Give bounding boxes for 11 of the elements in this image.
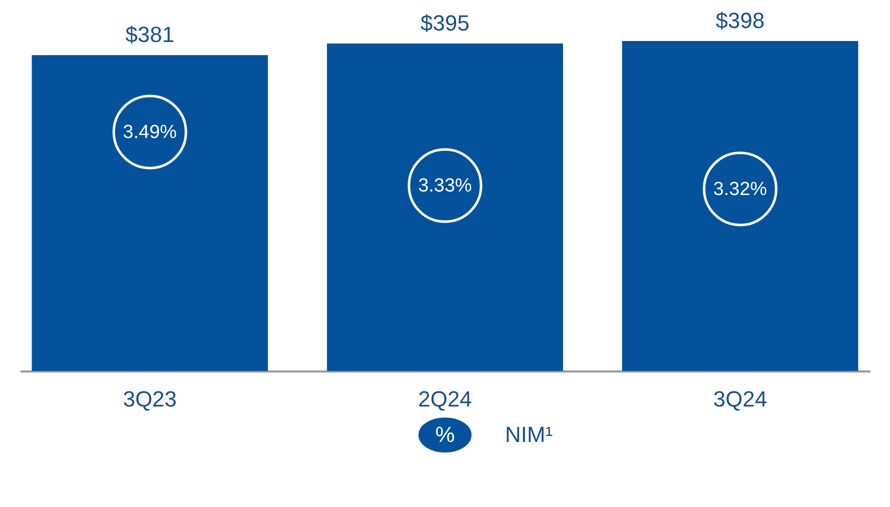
x-tick-label: 2Q24 (418, 386, 472, 412)
data-label: $398 (716, 8, 765, 33)
data-label: $395 (420, 10, 470, 36)
text: % (435, 422, 455, 447)
data-label: 3.49% (122, 122, 177, 144)
x-tick-label: 3Q23 (122, 386, 177, 412)
data-label: 3.32% (713, 178, 768, 200)
data-label: $381 (125, 22, 174, 48)
x-tick-label: 3Q24 (713, 386, 768, 412)
data-label: 3.33% (418, 176, 472, 197)
legend-label: NIM¹ (505, 422, 553, 447)
